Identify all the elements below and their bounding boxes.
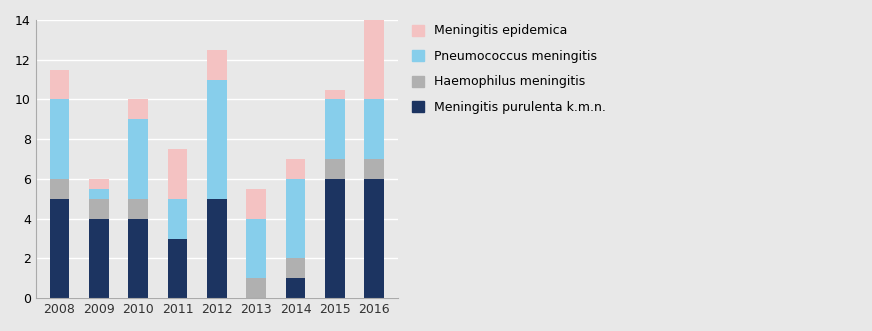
Bar — [364, 20, 385, 100]
Bar — [325, 100, 344, 159]
Bar — [325, 159, 344, 179]
Bar — [89, 199, 109, 219]
Bar — [364, 100, 385, 159]
Bar — [286, 159, 305, 179]
Bar — [128, 100, 148, 119]
Bar — [207, 79, 227, 199]
Bar — [128, 119, 148, 199]
Bar — [247, 189, 266, 219]
Bar — [167, 239, 187, 298]
Legend: Meningitis epidemica, Pneumococcus meningitis, Haemophilus meningitis, Meningiti: Meningitis epidemica, Pneumococcus menin… — [408, 21, 610, 118]
Bar — [50, 100, 69, 179]
Bar — [50, 70, 69, 100]
Bar — [364, 159, 385, 179]
Bar — [167, 199, 187, 239]
Bar — [50, 179, 69, 199]
Bar — [247, 278, 266, 298]
Bar — [128, 199, 148, 219]
Bar — [89, 179, 109, 189]
Bar — [247, 219, 266, 278]
Bar — [207, 199, 227, 298]
Bar — [50, 199, 69, 298]
Bar — [89, 219, 109, 298]
Bar — [286, 259, 305, 278]
Bar — [364, 179, 385, 298]
Bar — [325, 89, 344, 100]
Bar — [286, 179, 305, 259]
Bar — [167, 149, 187, 199]
Bar — [89, 189, 109, 199]
Bar — [207, 50, 227, 79]
Bar — [128, 219, 148, 298]
Bar — [325, 179, 344, 298]
Bar — [286, 278, 305, 298]
